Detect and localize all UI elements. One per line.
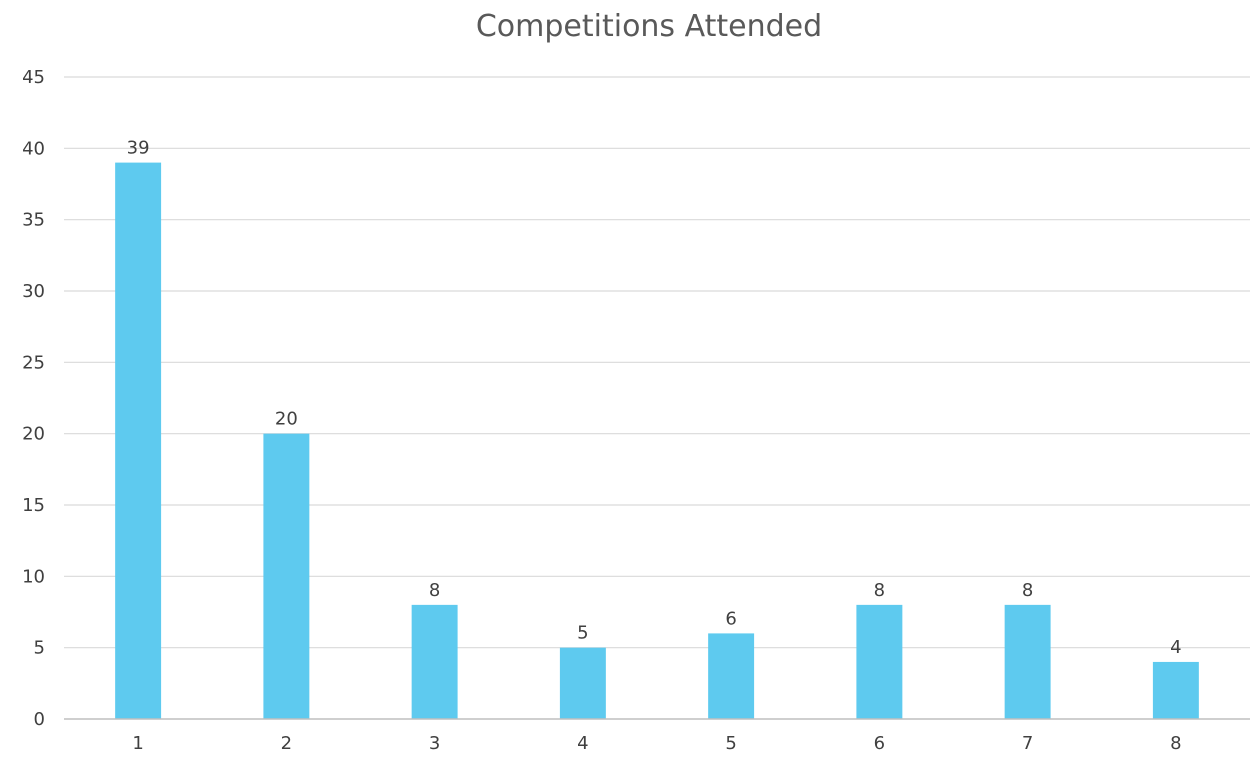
x-tick-label: 5: [725, 733, 736, 754]
bar: [559, 647, 606, 719]
data-labels: 39 20 8 5 6 8 8 4: [127, 138, 1182, 658]
x-tick-label: 4: [577, 733, 588, 754]
data-label: 20: [275, 409, 298, 430]
data-label: 39: [127, 138, 150, 159]
bar: [1152, 661, 1199, 719]
data-label: 8: [429, 580, 440, 601]
bar: [708, 633, 755, 719]
y-tick-label: 35: [22, 210, 45, 231]
y-tick-labels: 0 5 10 15 20 25 30 35 40 45: [22, 67, 45, 730]
x-tick-label: 8: [1170, 733, 1181, 754]
data-label: 5: [577, 623, 588, 644]
y-tick-label: 0: [34, 709, 45, 730]
y-tick-label: 20: [22, 424, 45, 445]
bar: [115, 162, 162, 720]
gridlines: [64, 76, 1250, 649]
x-tick-label: 7: [1022, 733, 1033, 754]
x-tick-label: 3: [429, 733, 440, 754]
y-tick-label: 30: [22, 281, 45, 302]
y-tick-label: 5: [34, 638, 45, 659]
x-tick-labels: 1 2 3 4 5 6 7 8: [132, 733, 1181, 754]
y-tick-label: 10: [22, 566, 45, 587]
data-label: 8: [1022, 580, 1033, 601]
bar: [1004, 604, 1051, 719]
bar: [263, 433, 310, 719]
y-tick-label: 40: [22, 138, 45, 159]
x-tick-label: 2: [281, 733, 292, 754]
bars: [115, 162, 1199, 720]
data-label: 8: [874, 580, 885, 601]
chart-title: Competitions Attended: [476, 9, 822, 44]
x-tick-label: 6: [874, 733, 885, 754]
y-tick-label: 45: [22, 67, 45, 88]
data-label: 6: [725, 608, 736, 629]
y-tick-label: 25: [22, 352, 45, 373]
bar: [856, 604, 903, 719]
y-tick-label: 15: [22, 495, 45, 516]
data-label: 4: [1170, 637, 1181, 658]
x-tick-label: 1: [132, 733, 143, 754]
bar: [411, 604, 458, 719]
